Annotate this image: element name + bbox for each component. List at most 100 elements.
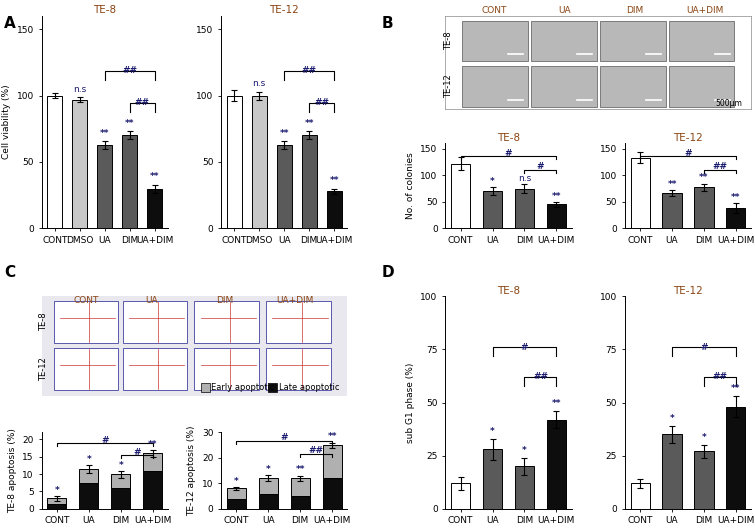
Text: CONT: CONT bbox=[73, 296, 99, 305]
Text: 500μm: 500μm bbox=[715, 100, 742, 109]
Bar bbox=[669, 21, 735, 61]
Text: Early apoptotic: Early apoptotic bbox=[211, 383, 275, 392]
Bar bbox=[147, 189, 162, 228]
Bar bbox=[48, 95, 62, 228]
Text: *: * bbox=[119, 461, 123, 470]
Bar bbox=[48, 498, 66, 504]
Bar bbox=[483, 191, 502, 228]
Text: *: * bbox=[266, 465, 270, 474]
Text: TE-12: TE-12 bbox=[39, 357, 48, 381]
Title: TE-8: TE-8 bbox=[497, 132, 520, 143]
Text: D: D bbox=[381, 265, 394, 280]
Text: **: ** bbox=[667, 180, 676, 189]
Bar bbox=[97, 145, 112, 228]
Bar bbox=[662, 435, 682, 509]
Text: UA: UA bbox=[558, 6, 571, 15]
Bar bbox=[251, 95, 267, 228]
Text: #: # bbox=[537, 162, 544, 171]
Bar bbox=[268, 383, 277, 392]
Bar bbox=[122, 135, 137, 228]
Bar bbox=[695, 188, 713, 228]
Text: **: ** bbox=[150, 172, 159, 181]
Text: TE-12: TE-12 bbox=[444, 75, 453, 99]
Bar bbox=[726, 208, 745, 228]
Y-axis label: No. of colonies: No. of colonies bbox=[406, 153, 415, 219]
Bar bbox=[599, 21, 666, 61]
Bar bbox=[143, 471, 162, 509]
Text: *: * bbox=[86, 455, 91, 464]
Y-axis label: Cell viability (%): Cell viability (%) bbox=[2, 85, 11, 160]
Bar bbox=[462, 21, 528, 61]
Text: A: A bbox=[4, 16, 16, 31]
Text: UA+DIM: UA+DIM bbox=[277, 296, 314, 305]
Bar bbox=[669, 66, 735, 107]
Bar bbox=[662, 193, 682, 228]
Text: **: ** bbox=[100, 129, 109, 137]
Text: **: ** bbox=[552, 191, 561, 200]
Bar bbox=[599, 66, 666, 107]
Text: *: * bbox=[54, 485, 59, 494]
Text: **: ** bbox=[731, 192, 741, 201]
Bar bbox=[122, 302, 186, 343]
Text: UA+DIM: UA+DIM bbox=[686, 6, 724, 15]
Bar bbox=[79, 483, 98, 509]
Text: #: # bbox=[280, 434, 288, 443]
Text: **: ** bbox=[731, 384, 741, 393]
Bar bbox=[111, 488, 131, 509]
Bar bbox=[462, 66, 528, 107]
Bar bbox=[267, 302, 331, 343]
Bar bbox=[547, 205, 566, 228]
Text: ##: ## bbox=[713, 373, 727, 381]
Bar bbox=[226, 95, 242, 228]
Bar bbox=[259, 478, 278, 493]
Y-axis label: TE-12 apoptosis (%): TE-12 apoptosis (%) bbox=[187, 426, 196, 516]
Bar bbox=[322, 478, 342, 509]
Text: ##: ## bbox=[314, 98, 329, 107]
Text: **: ** bbox=[295, 465, 305, 474]
Text: #: # bbox=[521, 342, 528, 351]
Text: *: * bbox=[522, 446, 527, 455]
Bar bbox=[195, 348, 259, 390]
Text: ##: ## bbox=[713, 162, 727, 171]
Bar bbox=[111, 474, 131, 488]
Bar bbox=[515, 189, 534, 228]
Text: n.s: n.s bbox=[73, 85, 86, 94]
Bar bbox=[54, 348, 118, 390]
Text: C: C bbox=[4, 265, 15, 280]
Text: ##: ## bbox=[122, 66, 137, 75]
Text: **: ** bbox=[148, 440, 157, 449]
Bar bbox=[695, 452, 713, 509]
Bar bbox=[259, 493, 278, 509]
Bar bbox=[531, 21, 596, 61]
Bar bbox=[547, 420, 566, 509]
Text: **: ** bbox=[304, 119, 314, 128]
Text: #: # bbox=[684, 149, 692, 158]
Bar bbox=[277, 145, 291, 228]
Bar bbox=[483, 449, 502, 509]
Bar bbox=[195, 302, 259, 343]
Y-axis label: TE-8 apoptosis (%): TE-8 apoptosis (%) bbox=[8, 428, 17, 513]
Bar bbox=[226, 499, 246, 509]
Bar bbox=[291, 496, 310, 509]
Bar bbox=[79, 469, 98, 483]
Text: **: ** bbox=[125, 119, 134, 128]
Bar bbox=[143, 453, 162, 471]
Bar bbox=[726, 407, 745, 509]
Text: n.s: n.s bbox=[518, 174, 531, 183]
Text: DIM: DIM bbox=[627, 6, 643, 15]
Text: TE-8: TE-8 bbox=[39, 313, 48, 331]
Text: #: # bbox=[101, 436, 109, 445]
Bar bbox=[302, 135, 316, 228]
Title: TE-12: TE-12 bbox=[270, 5, 299, 15]
Text: TE-8: TE-8 bbox=[444, 31, 453, 50]
Y-axis label: sub G1 phase (%): sub G1 phase (%) bbox=[406, 363, 415, 443]
Text: **: ** bbox=[328, 432, 337, 441]
Bar bbox=[72, 100, 88, 228]
Text: n.s: n.s bbox=[253, 80, 266, 89]
Title: TE-8: TE-8 bbox=[497, 286, 520, 296]
Text: UA: UA bbox=[146, 296, 158, 305]
Bar bbox=[54, 302, 118, 343]
Text: ##: ## bbox=[134, 98, 149, 107]
Title: TE-12: TE-12 bbox=[673, 286, 703, 296]
Text: *: * bbox=[490, 176, 495, 186]
